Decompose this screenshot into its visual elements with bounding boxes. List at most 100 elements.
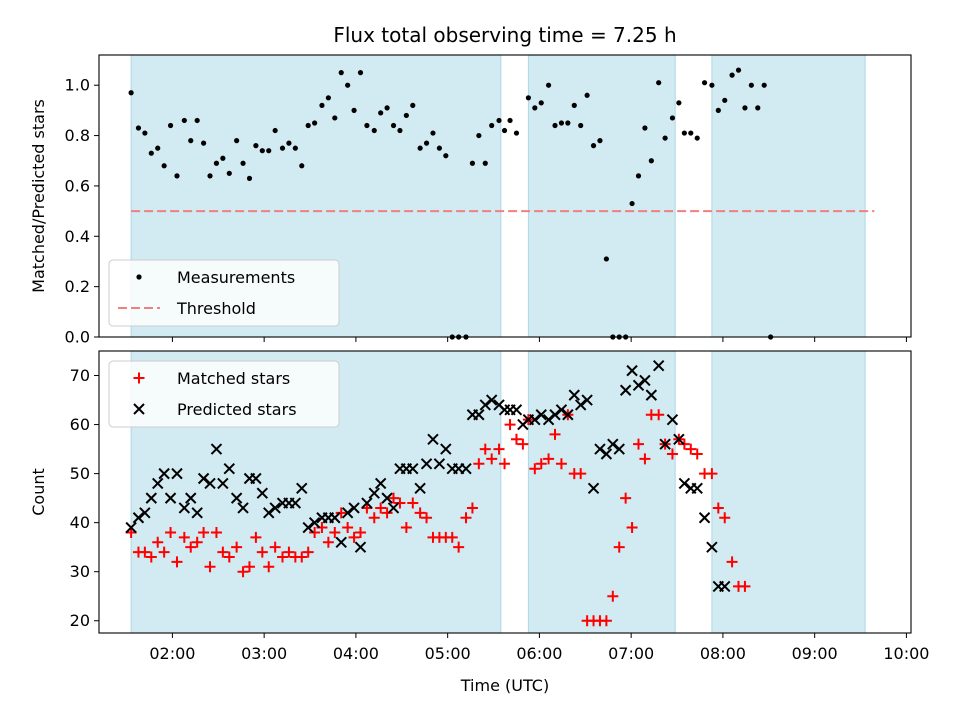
bottom-series-1-point xyxy=(354,541,367,553)
bottom-series-0-point xyxy=(575,468,587,480)
x-tick-label: 03:00 xyxy=(241,644,287,663)
top-legend: Measurements Threshold xyxy=(108,259,340,327)
bottom-series-0-point xyxy=(535,458,547,470)
bottom-series-0-point xyxy=(691,448,703,460)
bottom-series-1-point xyxy=(308,516,321,529)
bottom-series-0-point xyxy=(719,512,731,524)
bottom-series-1-point xyxy=(626,364,638,377)
bottom-series-1-point xyxy=(145,492,158,504)
bottom-series-0-point xyxy=(414,507,426,519)
bottom-series-1-point xyxy=(479,399,491,411)
bottom-observation-window xyxy=(527,350,676,634)
bottom-series-1-point xyxy=(529,413,541,426)
bottom-series-0-point xyxy=(517,438,529,450)
bottom-series-0-point xyxy=(322,536,334,548)
bottom-series-1-point xyxy=(158,467,170,480)
bottom-series-1-point xyxy=(374,477,387,490)
top-series-0-point xyxy=(722,97,728,103)
bottom-y-tick-label: 70 xyxy=(70,366,90,385)
x-tick-label: 06:00 xyxy=(516,644,562,663)
top-observation-window xyxy=(527,54,676,338)
top-series-0-point xyxy=(496,117,502,124)
top-series-0-point xyxy=(742,105,748,111)
top-legend-box xyxy=(108,259,340,327)
top-series-0-point xyxy=(345,82,351,88)
bottom-series-0-point xyxy=(639,453,651,465)
bottom-series-1-point xyxy=(706,541,718,553)
bottom-series-0-point xyxy=(250,531,262,543)
bottom-series-0-point xyxy=(256,546,268,558)
top-series-0-point xyxy=(319,102,325,108)
bottom-series-0-point xyxy=(198,526,210,538)
top-series-0-point xyxy=(305,122,311,129)
top-series-0-point xyxy=(364,122,370,129)
bottom-series-0-point xyxy=(263,561,275,573)
bottom-series-1-point xyxy=(348,502,360,514)
bottom-series-0-point xyxy=(678,438,690,450)
bottom-series-1-point xyxy=(581,394,593,406)
bottom-series-0-point xyxy=(446,531,458,543)
top-series-0-point xyxy=(729,72,735,78)
top-series-0-point xyxy=(642,125,648,131)
bottom-series-0-point xyxy=(739,580,751,592)
bottom-series-1-point xyxy=(256,487,269,499)
bottom-series-0-point xyxy=(493,443,505,455)
bottom-series-1-point xyxy=(329,512,341,524)
bottom-series-1-point xyxy=(210,443,223,455)
top-series-0-point xyxy=(715,107,721,113)
top-series-0-point xyxy=(371,127,377,134)
bottom-series-0-point xyxy=(510,433,522,445)
bottom-series-1-point xyxy=(250,472,262,485)
bottom-series-0-point xyxy=(223,551,235,563)
bottom-series-1-point xyxy=(420,458,433,470)
bottom-series-0-point xyxy=(666,448,678,460)
bottom-series-1-point xyxy=(230,492,243,504)
bottom-series-0-point xyxy=(613,541,625,553)
top-series-0-point xyxy=(662,135,668,141)
bottom-series-0-point xyxy=(329,526,341,538)
top-series-0-point xyxy=(552,122,558,129)
top-series-0-point xyxy=(174,173,180,179)
bottom-series-0-point xyxy=(139,546,151,558)
top-series-0-point xyxy=(648,158,654,164)
bottom-observation-window xyxy=(711,350,866,634)
bottom-series-1-point xyxy=(178,502,191,514)
bottom-series-1-point xyxy=(645,389,658,401)
top-series-0-point xyxy=(357,70,364,76)
x-tick-label: 04:00 xyxy=(333,644,379,663)
top-series-0-point xyxy=(635,173,642,179)
top-legend-label: Measurements xyxy=(177,268,295,287)
top-series-0-point xyxy=(246,175,253,181)
top-y-tick-label: 0.6 xyxy=(65,176,90,195)
bottom-series-1-point xyxy=(666,413,679,426)
bottom-y-tick-label: 50 xyxy=(70,464,90,483)
bottom-series-0-point xyxy=(165,526,177,538)
top-panel: 0.0 0.2 0.4 0.6 0.8 1.0 Matched/Predicted star… xyxy=(29,54,912,347)
bottom-series-0-point xyxy=(473,458,485,470)
bottom-series-0-point xyxy=(653,409,665,421)
bottom-series-0-point xyxy=(243,561,255,573)
bottom-series-1-point xyxy=(542,413,555,426)
top-series-0-point xyxy=(410,102,416,108)
bottom-series-1-point xyxy=(361,497,373,509)
top-y-tick-label: 0.8 xyxy=(65,126,90,145)
bottom-series-1-point xyxy=(223,462,235,475)
top-series-0-point xyxy=(761,82,767,88)
bottom-series-1-point xyxy=(335,536,347,548)
bottom-series-0-point xyxy=(348,531,360,543)
bottom-series-0-point xyxy=(277,551,289,563)
bottom-series-1-point xyxy=(204,477,216,490)
bottom-series-0-point xyxy=(302,546,314,558)
top-series-0-point xyxy=(272,127,278,134)
top-series-0-point xyxy=(501,127,508,134)
bottom-y-tick-label: 30 xyxy=(70,562,90,581)
bottom-series-1-point xyxy=(139,507,151,519)
top-series-0-point xyxy=(513,130,520,136)
bottom-series-1-point xyxy=(659,438,671,450)
top-series-0-point xyxy=(188,138,194,144)
bottom-series-1-point xyxy=(414,482,426,495)
bottom-series-1-point xyxy=(639,374,651,387)
x-tick-label: 08:00 xyxy=(700,644,746,663)
bottom-y-tick-label: 20 xyxy=(70,611,90,630)
